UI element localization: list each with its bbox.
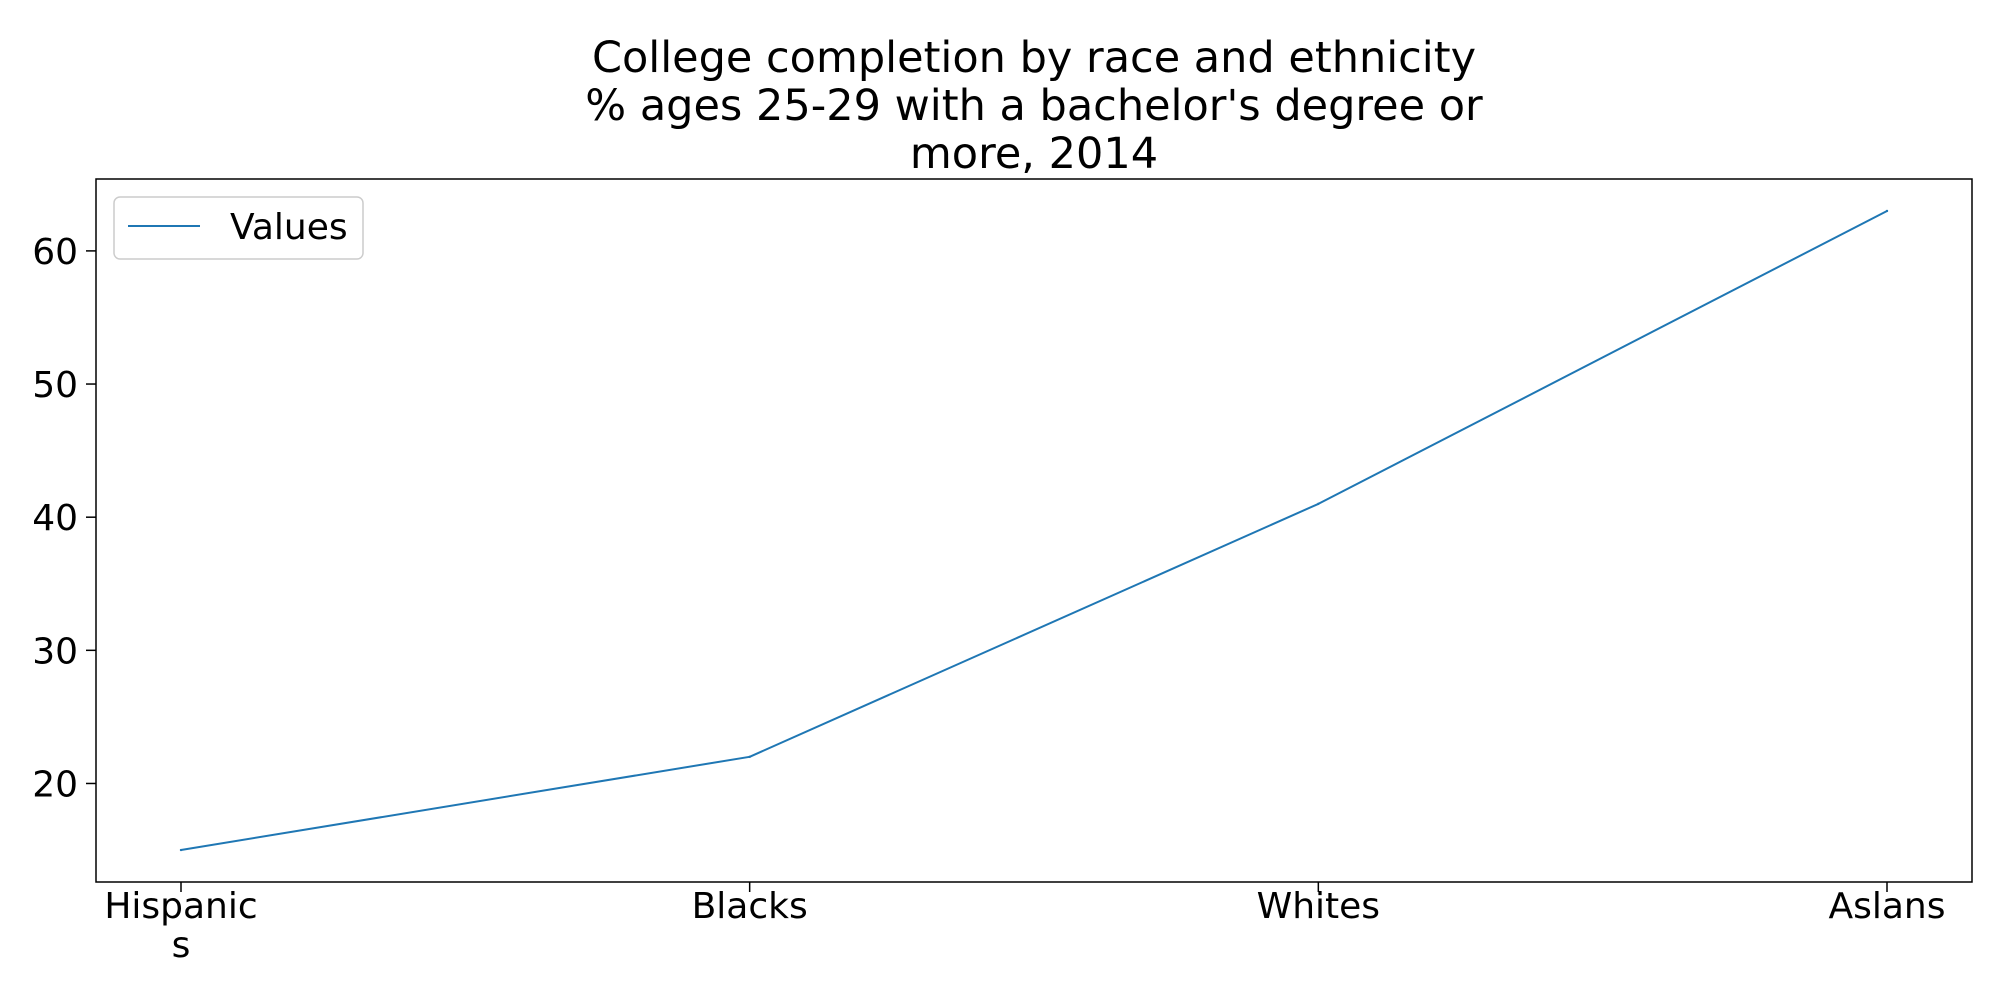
y-tick-label: 20 xyxy=(32,764,78,805)
series-point xyxy=(748,755,751,759)
series-point xyxy=(1317,502,1320,506)
chart-title-line-2: % ages 25-29 with a bachelor's degree or xyxy=(585,81,1483,131)
chart-title-line-1: College completion by race and ethnicity xyxy=(592,33,1476,83)
legend: Values xyxy=(113,196,364,260)
x-tick-label: Hispanic s xyxy=(104,886,257,966)
y-tick-label: 60 xyxy=(32,232,78,273)
series-layer xyxy=(179,209,1889,852)
x-tick-label: Aslans xyxy=(1828,886,1945,927)
legend-box xyxy=(113,196,364,260)
x-axis: Hispanic s Blacks Whites Aslans xyxy=(104,882,1946,966)
x-tick-label: Blacks xyxy=(692,886,808,927)
y-tick-label: 50 xyxy=(32,365,78,406)
y-axis: 20 30 40 50 60 xyxy=(32,232,96,805)
series-point xyxy=(179,848,183,852)
x-tick-label: Whites xyxy=(1257,886,1380,927)
legend-label: Values xyxy=(230,207,348,248)
chart-title-line-3: more, 2014 xyxy=(910,129,1158,179)
y-tick-label: 30 xyxy=(32,631,78,672)
series-line xyxy=(180,210,1888,851)
chart-title: College completion by race and ethnicity… xyxy=(585,33,1483,179)
y-tick-label: 40 xyxy=(32,498,78,539)
plot-area xyxy=(95,178,1973,883)
series-point xyxy=(1885,209,1889,213)
